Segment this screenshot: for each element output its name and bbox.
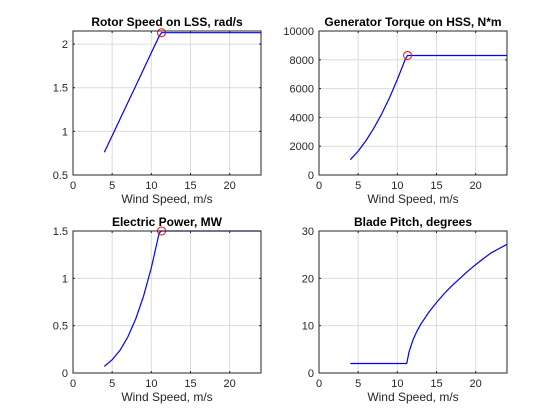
x-tick-label: 0: [70, 180, 76, 192]
x-tick-label: 20: [224, 378, 236, 390]
y-tick-label: 20: [302, 273, 314, 285]
x-tick-label: 15: [430, 180, 442, 192]
x-tick-label: 10: [391, 180, 403, 192]
y-tick-label: 10: [302, 321, 314, 333]
plot-title: Electric Power, MW: [112, 215, 223, 229]
x-tick-label: 0: [70, 378, 76, 390]
electric-power-plot: 0 5 10 15 20 0 0.5 1 1.5 Electric Power, MW Wind…: [53, 215, 262, 404]
x-tick-label: 15: [184, 378, 196, 390]
blade-pitch-plot: 0 5 10 15 20 0 10 20 30 Blade Pitch, degrees Win…: [302, 215, 508, 404]
y-tick-label: 2: [62, 39, 68, 51]
x-tick-label: 15: [184, 180, 196, 192]
axes-box: [72, 30, 262, 176]
y-tick-label: 8000: [290, 55, 314, 67]
x-axis-label: Wind Speed, m/s: [121, 192, 212, 206]
x-tick-label: 20: [470, 378, 482, 390]
x-tick-label: 0: [316, 378, 322, 390]
y-tick-label: 1.5: [53, 226, 68, 238]
plot-title: Blade Pitch, degrees: [354, 215, 472, 229]
x-tick-label: 5: [109, 378, 115, 390]
axes-box: [318, 230, 508, 374]
y-tick-label: 1: [62, 273, 68, 285]
x-tick-label: 20: [224, 180, 236, 192]
generator-torque-plot: 0 5 10 15 20 0 2000 4000 6000 8000 10000 Generator…: [283, 15, 508, 206]
x-tick-label: 5: [109, 180, 115, 192]
rated-point-marker: [403, 50, 413, 60]
plot-title: Rotor Speed on LSS, rad/s: [91, 15, 243, 29]
axes-box: [72, 230, 262, 374]
rotor-speed-plot: 0 5 10 15 20 0.5 1 1.5 2 Rotor Speed on LSS, rad…: [53, 15, 262, 206]
x-tick-label: 10: [145, 180, 157, 192]
y-tick-label: 2000: [290, 141, 314, 153]
series-line: [103, 230, 261, 367]
x-tick-label: 0: [316, 180, 322, 192]
x-axis-label: Wind Speed, m/s: [367, 192, 458, 206]
x-tick-label: 15: [430, 378, 442, 390]
y-tick-label: 30: [302, 226, 314, 238]
x-tick-label: 5: [355, 378, 361, 390]
x-tick-label: 10: [391, 378, 403, 390]
y-tick-label: 10000: [283, 26, 314, 38]
axes-box: [318, 30, 508, 176]
y-tick-label: 0.5: [53, 321, 68, 333]
y-tick-label: 0: [308, 170, 314, 182]
y-tick-label: 0: [308, 368, 314, 380]
x-tick-label: 10: [145, 378, 157, 390]
x-tick-label: 5: [355, 180, 361, 192]
y-tick-label: 0.5: [53, 170, 68, 182]
series-line: [349, 54, 507, 161]
series-line: [350, 243, 508, 365]
series-line: [103, 32, 261, 153]
y-tick-label: 0: [62, 368, 68, 380]
x-axis-label: Wind Speed, m/s: [367, 390, 458, 404]
y-tick-label: 4000: [290, 112, 314, 124]
plot-title: Generator Torque on HSS, N*m: [324, 15, 501, 29]
rated-point-marker: [157, 28, 167, 38]
x-axis-label: Wind Speed, m/s: [121, 390, 212, 404]
y-tick-label: 6000: [290, 84, 314, 96]
x-tick-label: 20: [470, 180, 482, 192]
y-tick-label: 1: [62, 126, 68, 138]
y-tick-label: 1.5: [53, 83, 68, 95]
